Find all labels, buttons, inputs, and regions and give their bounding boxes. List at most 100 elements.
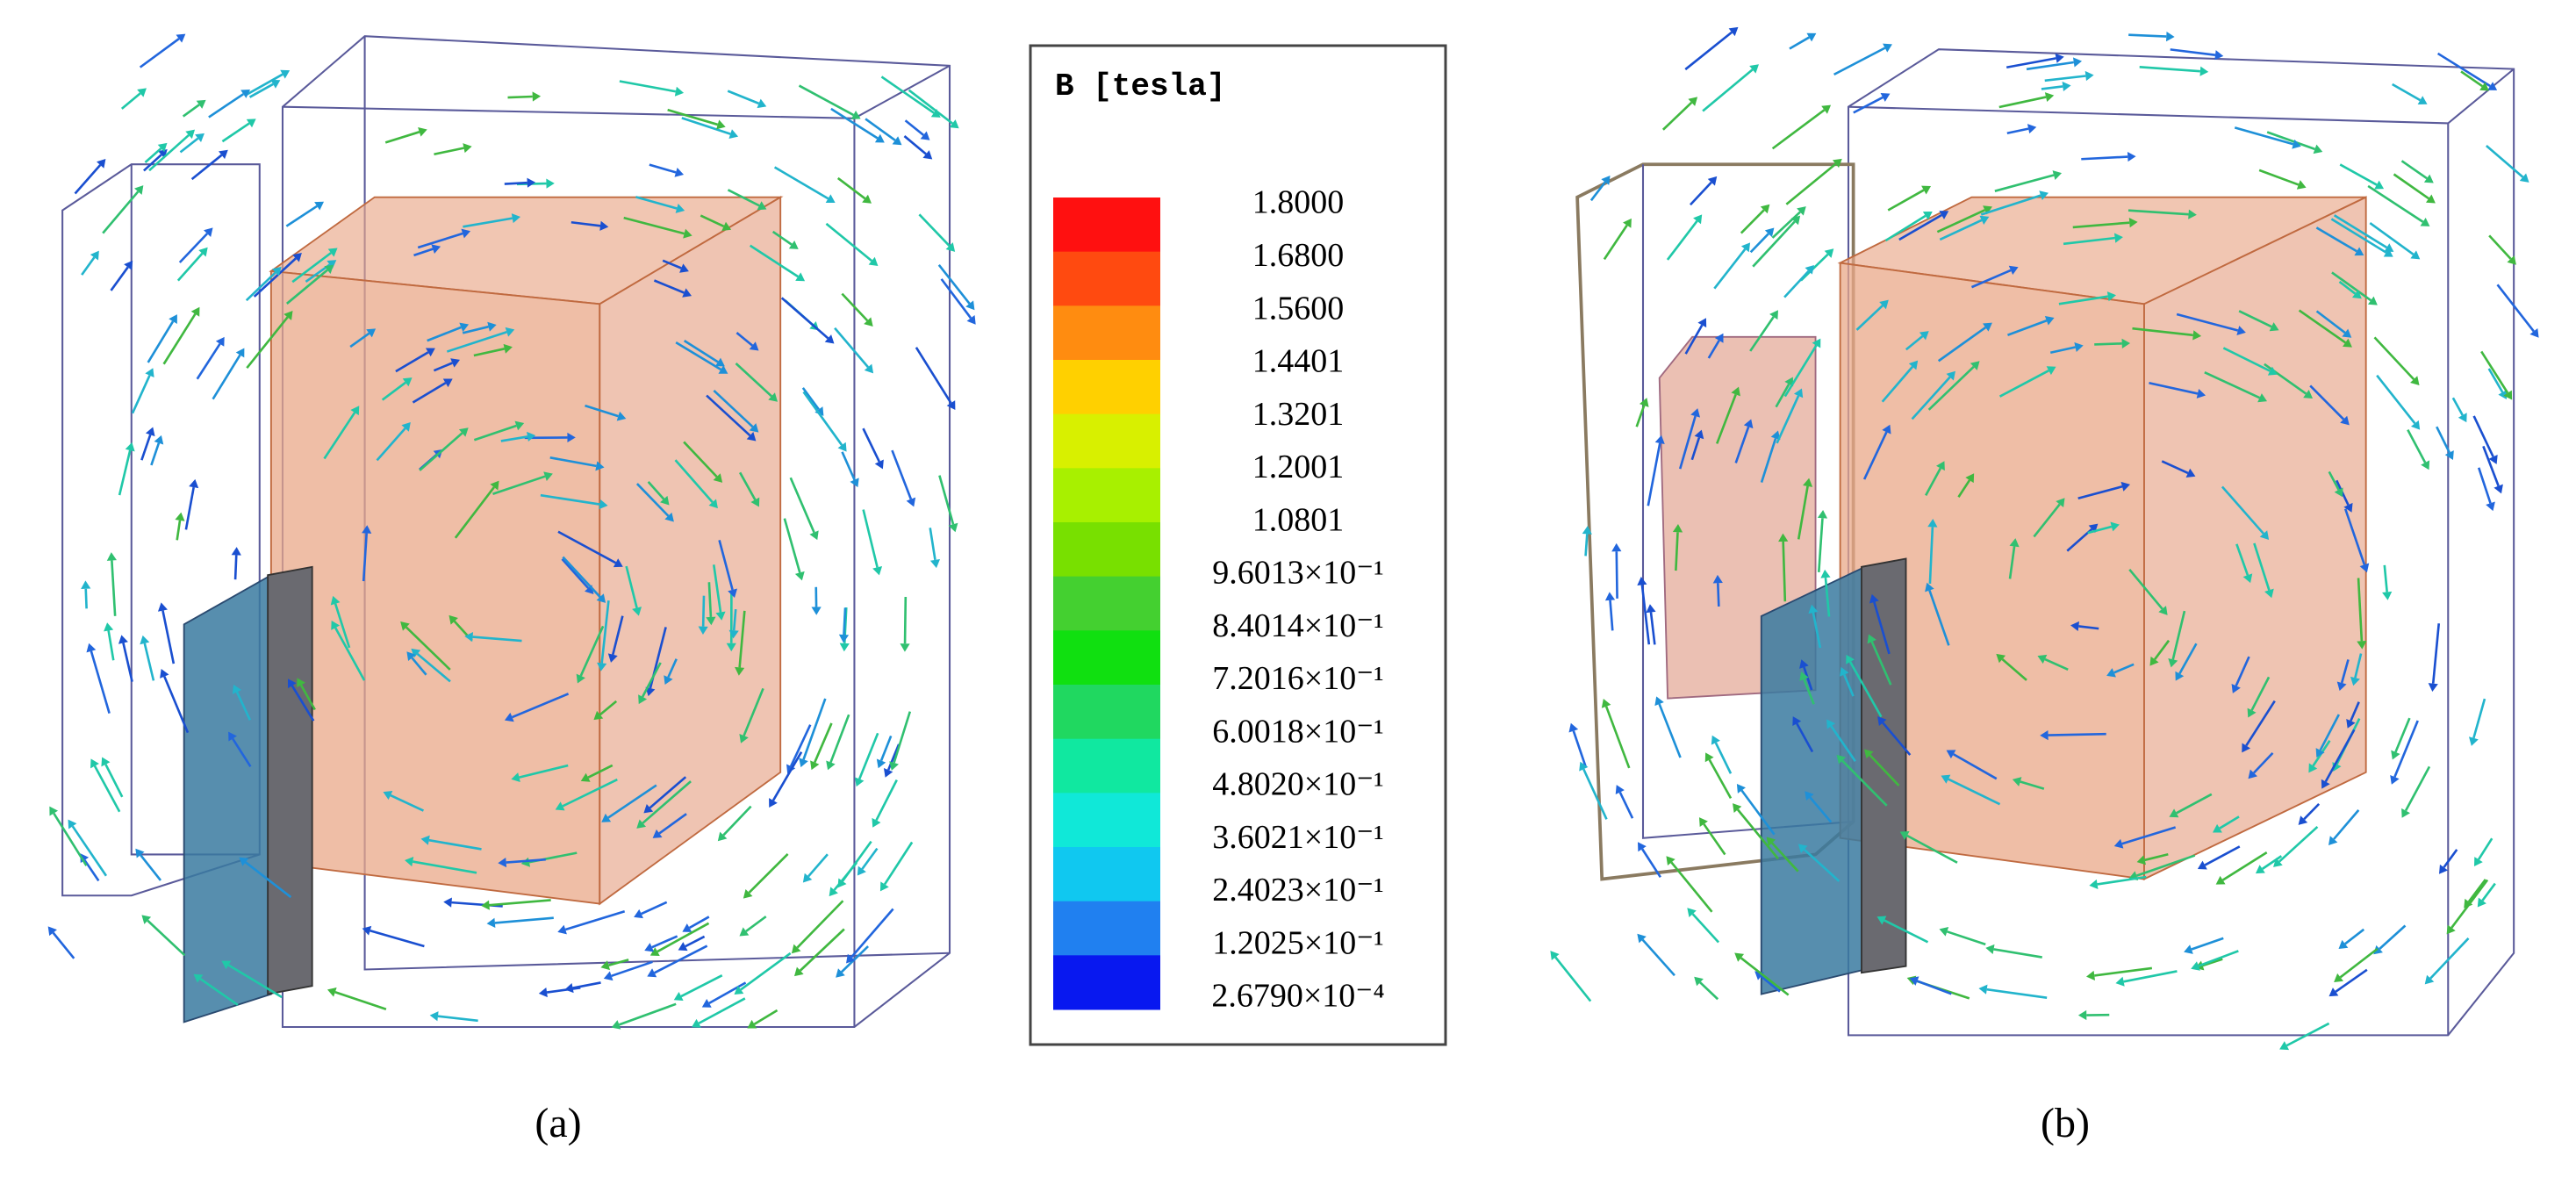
field-arrow <box>463 217 513 228</box>
field-arrow <box>2008 546 2016 579</box>
arrow-head <box>728 629 739 639</box>
field-arrow <box>635 196 678 210</box>
arrow-head <box>1550 951 1560 960</box>
field-arrow <box>246 316 289 369</box>
arrow-head <box>511 772 520 783</box>
field-arrow <box>1998 96 2047 109</box>
arrow-head <box>2479 82 2489 91</box>
field-arrow <box>349 332 370 348</box>
field-arrow <box>1658 703 1682 758</box>
field-arrow <box>675 341 722 371</box>
arrow-head <box>2334 487 2343 498</box>
field-arrow <box>1615 551 1618 599</box>
field-arrow <box>1703 823 1726 856</box>
color-band <box>1053 630 1160 686</box>
field-arrow <box>1554 956 1592 1002</box>
arrow-head <box>1749 64 1759 74</box>
arrow-head <box>1983 205 1992 215</box>
field-arrow <box>1641 938 1675 977</box>
arrow-head <box>2391 750 2400 760</box>
legend-label: 1.2001 <box>1252 449 1345 485</box>
field-arrow <box>519 764 569 779</box>
field-arrow <box>233 555 238 580</box>
arrow-head <box>2072 57 2083 68</box>
arrow-head <box>854 777 865 787</box>
field-arrow <box>131 375 151 414</box>
field-arrow <box>748 853 789 894</box>
field-arrow <box>1898 213 1942 241</box>
arrow-head <box>632 607 642 616</box>
arrow-head <box>2188 209 2197 219</box>
field-arrow <box>2144 852 2169 862</box>
arrow-head <box>2166 32 2175 42</box>
field-arrow <box>727 189 760 207</box>
field-arrow <box>738 610 746 668</box>
field-arrow <box>2333 809 2360 840</box>
arrow-head <box>1840 666 1849 677</box>
field-arrow <box>1881 365 1914 403</box>
field-arrow <box>1771 109 1826 150</box>
arrow-head <box>406 651 416 662</box>
arrow-head <box>837 442 847 452</box>
arrow-head <box>2374 180 2385 190</box>
field-arrow <box>1684 324 1704 355</box>
field-arrow <box>2324 729 2356 783</box>
arrow-head <box>616 411 627 421</box>
field-arrow <box>370 930 425 948</box>
field-arrow <box>1609 600 1614 631</box>
arrow-head <box>850 111 861 119</box>
arrow-head <box>81 580 91 589</box>
arrow-head <box>2340 415 2350 426</box>
field-arrow <box>1870 641 1892 686</box>
field-arrow <box>635 483 670 517</box>
arrow-head <box>1985 944 1995 954</box>
arrow-head <box>2012 777 2022 786</box>
arrow-head <box>104 622 114 632</box>
arrow-head <box>1883 43 1892 53</box>
field-arrow <box>291 685 315 722</box>
field-arrow <box>2379 924 2407 950</box>
field-arrow <box>657 922 710 953</box>
arrow-head <box>160 669 169 679</box>
arrow-head <box>2298 815 2308 825</box>
arrow-head <box>2037 654 2048 664</box>
arrow-head <box>2498 390 2508 399</box>
field-arrow <box>2431 623 2441 684</box>
arrow-head <box>2264 588 2274 599</box>
arrow-head <box>836 968 845 978</box>
arrow-head <box>1824 248 1834 258</box>
field-arrow <box>599 700 618 716</box>
field-arrow <box>841 451 856 481</box>
field-arrow <box>579 625 605 677</box>
field-arrow <box>1928 527 1934 584</box>
field-arrow <box>929 528 936 561</box>
arrow-head <box>2428 683 2438 692</box>
arrow-head <box>750 497 760 507</box>
color-band <box>1053 251 1160 306</box>
field-arrow <box>2472 698 2486 739</box>
arrow-head <box>2357 641 2367 650</box>
field-arrow <box>1603 224 1628 261</box>
field-arrow <box>833 861 858 891</box>
field-arrow <box>208 93 244 118</box>
field-arrow <box>416 652 451 683</box>
field-arrow <box>2178 643 2198 675</box>
field-arrow <box>1939 219 1983 241</box>
arrow-head <box>2009 538 2020 548</box>
field-arrow <box>2238 310 2272 328</box>
field-arrow <box>836 176 866 200</box>
field-arrow <box>549 456 597 468</box>
arrow-head <box>1784 377 1794 387</box>
arrow-head <box>1734 952 1745 962</box>
field-arrow <box>494 916 554 924</box>
arrow-head <box>2328 836 2338 846</box>
field-arrow <box>1734 426 1750 463</box>
arrow-head <box>2367 296 2378 305</box>
arrow-head <box>2008 265 2019 276</box>
field-arrow <box>1911 376 1951 420</box>
arrow-head <box>49 806 59 816</box>
field-arrow <box>653 279 685 294</box>
field-arrow <box>1582 768 1608 820</box>
field-arrow <box>1702 68 1754 112</box>
field-arrow <box>540 493 600 506</box>
